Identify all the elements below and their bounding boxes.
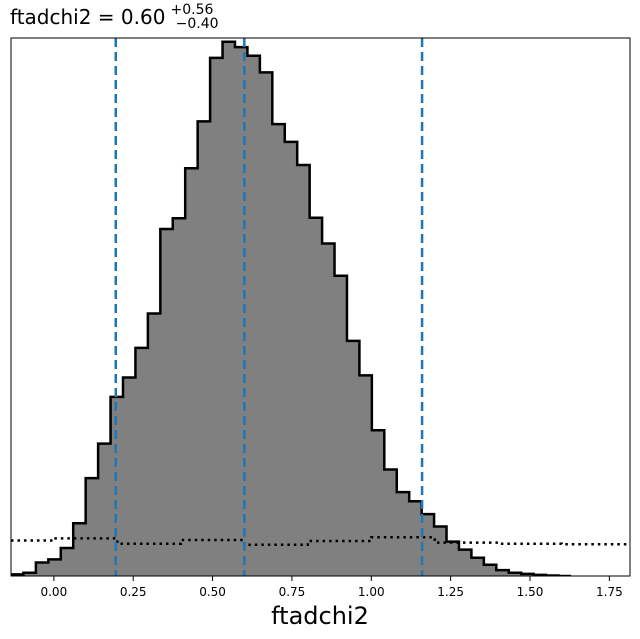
x-tick-label: 1.50 (517, 585, 544, 599)
histogram-bar (334, 275, 348, 576)
histogram-bar (85, 478, 99, 576)
histogram-bar (272, 124, 286, 576)
histogram-bar (297, 164, 311, 576)
histogram-bar (210, 57, 224, 576)
histogram-bar (110, 396, 124, 576)
histogram-bar (23, 572, 37, 576)
histogram-bar (384, 469, 398, 576)
histogram-bar (234, 47, 249, 576)
histogram-bar (185, 168, 199, 576)
histogram-bar (172, 218, 186, 576)
title-prefix: ftadchi2 = 0.60 (10, 5, 165, 29)
histogram-bar (371, 430, 385, 576)
histogram-bar (322, 243, 336, 576)
histogram-bar (458, 549, 473, 576)
histogram-bar (60, 548, 74, 576)
histogram-bar (259, 72, 273, 576)
histogram-bar (508, 572, 522, 576)
x-tick-label: 0.25 (120, 585, 147, 599)
x-tick-label: 0.00 (40, 585, 67, 599)
x-tick-label: 1.75 (596, 585, 623, 599)
histogram-bar (98, 443, 112, 576)
histogram-bar (247, 55, 261, 576)
histogram-bar (496, 570, 510, 576)
histogram-bar (122, 377, 137, 576)
x-tick-label: 0.75 (279, 585, 306, 599)
histogram-bar (48, 559, 62, 576)
title-upper-error: +0.56 (171, 2, 214, 18)
histogram-bar (409, 501, 423, 576)
histogram-outline (11, 40, 571, 576)
plot-frame (10, 37, 631, 577)
chart-title: ftadchi2 = 0.60 +0.56 −0.40 (10, 0, 219, 32)
x-tick-label: 1.00 (358, 585, 385, 599)
histogram-bar (359, 375, 373, 576)
histogram-bar (197, 121, 211, 576)
histogram-bar (160, 228, 174, 576)
histogram-bar (421, 514, 435, 576)
plot-content (11, 38, 630, 576)
histogram-bar (73, 523, 87, 576)
x-tick-label: 1.25 (437, 585, 464, 599)
histogram-bar (35, 562, 49, 576)
histogram-bar (222, 41, 236, 576)
histogram-bar (396, 492, 410, 576)
x-axis-label: ftadchi2 (271, 602, 369, 630)
histogram-bar (346, 340, 361, 576)
x-tick-label: 0.50 (199, 585, 226, 599)
histogram-bar (284, 141, 298, 576)
histogram-bar (446, 541, 460, 576)
histogram-bar (309, 217, 323, 576)
plot-area: 0.00 0.25 0.50 0.75 1.00 1.25 1.50 1.75 (10, 37, 631, 599)
histogram-bar (147, 313, 161, 576)
histogram-bar (434, 526, 448, 576)
histogram-bar (135, 347, 149, 576)
histogram-bar (483, 564, 497, 576)
title-lower-error: −0.40 (176, 16, 219, 32)
histogram-bar (471, 557, 485, 576)
